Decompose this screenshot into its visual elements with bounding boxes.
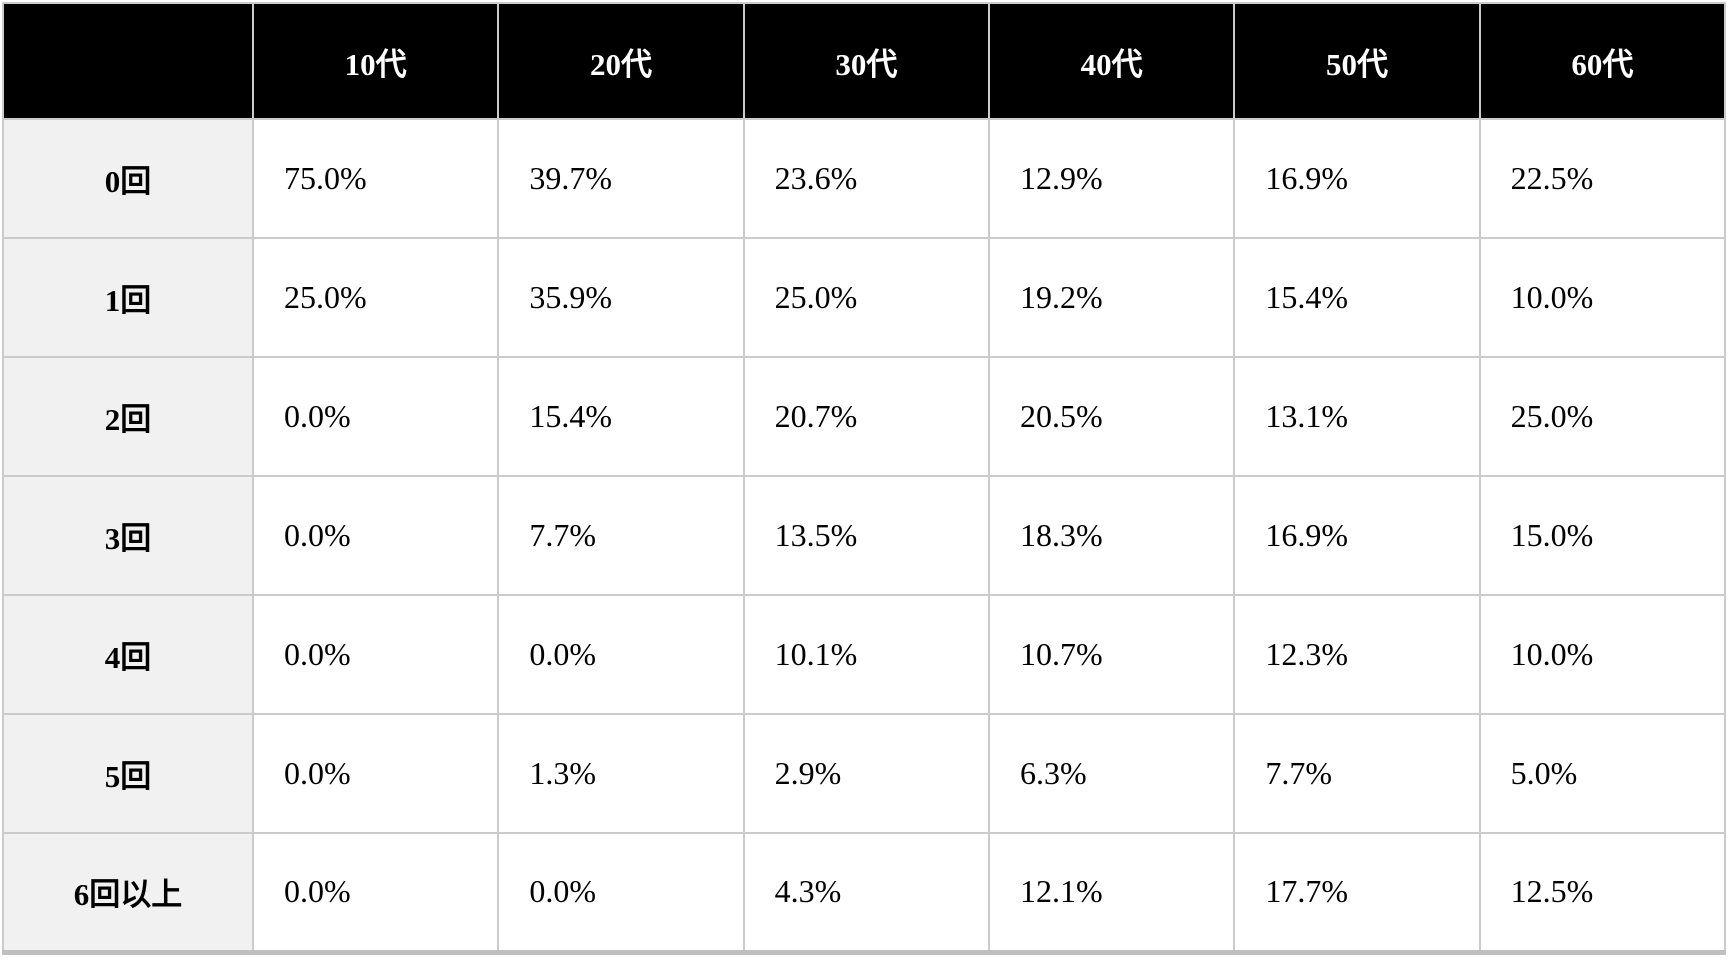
value-cell: 25.0%: [742, 237, 990, 358]
table-row: 3回 0.0% 7.7% 13.5% 18.3% 16.9% 15.0%: [2, 475, 1727, 596]
table-header-row: 10代 20代 30代 40代 50代 60代: [2, 2, 1727, 120]
table-row: 2回 0.0% 15.4% 20.7% 20.5% 13.1% 25.0%: [2, 356, 1727, 477]
value-cell: 1.3%: [497, 713, 745, 834]
table-corner-cell: [2, 2, 254, 120]
row-label: 5回: [2, 713, 254, 834]
value-cell: 0.0%: [251, 713, 500, 834]
table-row: 6回以上 0.0% 0.0% 4.3% 12.1% 17.7% 12.5%: [2, 832, 1727, 953]
column-header-3: 30代: [742, 2, 990, 120]
value-cell: 0.0%: [251, 594, 500, 715]
value-cell: 0.0%: [497, 832, 745, 953]
value-cell: 20.7%: [742, 356, 990, 477]
value-cell: 7.7%: [1233, 713, 1481, 834]
value-cell: 16.9%: [1233, 475, 1481, 596]
value-cell: 6.3%: [987, 713, 1236, 834]
value-cell: 0.0%: [251, 832, 500, 953]
value-cell: 25.0%: [1478, 356, 1727, 477]
value-cell: 13.5%: [742, 475, 990, 596]
column-header-2: 20代: [497, 2, 745, 120]
value-cell: 35.9%: [497, 237, 745, 358]
row-label: 0回: [2, 118, 254, 239]
value-cell: 2.9%: [742, 713, 990, 834]
row-label: 4回: [2, 594, 254, 715]
value-cell: 10.7%: [987, 594, 1236, 715]
value-cell: 10.0%: [1478, 594, 1727, 715]
value-cell: 16.9%: [1233, 118, 1481, 239]
value-cell: 15.4%: [1233, 237, 1481, 358]
value-cell: 22.5%: [1478, 118, 1727, 239]
value-cell: 20.5%: [987, 356, 1236, 477]
column-header-1: 10代: [251, 2, 500, 120]
value-cell: 12.3%: [1233, 594, 1481, 715]
table-row: 1回 25.0% 35.9% 25.0% 19.2% 15.4% 10.0%: [2, 237, 1727, 358]
row-label: 3回: [2, 475, 254, 596]
table-row: 4回 0.0% 0.0% 10.1% 10.7% 12.3% 10.0%: [2, 594, 1727, 715]
value-cell: 39.7%: [497, 118, 745, 239]
row-label: 2回: [2, 356, 254, 477]
row-label: 6回以上: [2, 832, 254, 953]
value-cell: 10.1%: [742, 594, 990, 715]
value-cell: 15.4%: [497, 356, 745, 477]
table-row: 5回 0.0% 1.3% 2.9% 6.3% 7.7% 5.0%: [2, 713, 1727, 834]
table-header: 10代 20代 30代 40代 50代 60代: [2, 2, 1727, 120]
value-cell: 17.7%: [1233, 832, 1481, 953]
value-cell: 19.2%: [987, 237, 1236, 358]
value-cell: 12.5%: [1478, 832, 1727, 953]
column-header-4: 40代: [987, 2, 1236, 120]
value-cell: 0.0%: [251, 475, 500, 596]
value-cell: 0.0%: [251, 356, 500, 477]
row-label: 1回: [2, 237, 254, 358]
column-header-5: 50代: [1233, 2, 1481, 120]
value-cell: 10.0%: [1478, 237, 1727, 358]
value-cell: 5.0%: [1478, 713, 1727, 834]
table-body: 0回 75.0% 39.7% 23.6% 12.9% 16.9% 22.5% 1回 25.0% 3…: [2, 118, 1727, 953]
value-cell: 7.7%: [497, 475, 745, 596]
value-cell: 0.0%: [497, 594, 745, 715]
value-cell: 75.0%: [251, 118, 500, 239]
value-cell: 23.6%: [742, 118, 990, 239]
value-cell: 12.1%: [987, 832, 1236, 953]
value-cell: 12.9%: [987, 118, 1236, 239]
value-cell: 25.0%: [251, 237, 500, 358]
column-header-6: 60代: [1478, 2, 1727, 120]
table-row: 0回 75.0% 39.7% 23.6% 12.9% 16.9% 22.5%: [2, 118, 1727, 239]
value-cell: 18.3%: [987, 475, 1236, 596]
value-cell: 15.0%: [1478, 475, 1727, 596]
value-cell: 13.1%: [1233, 356, 1481, 477]
value-cell: 4.3%: [742, 832, 990, 953]
